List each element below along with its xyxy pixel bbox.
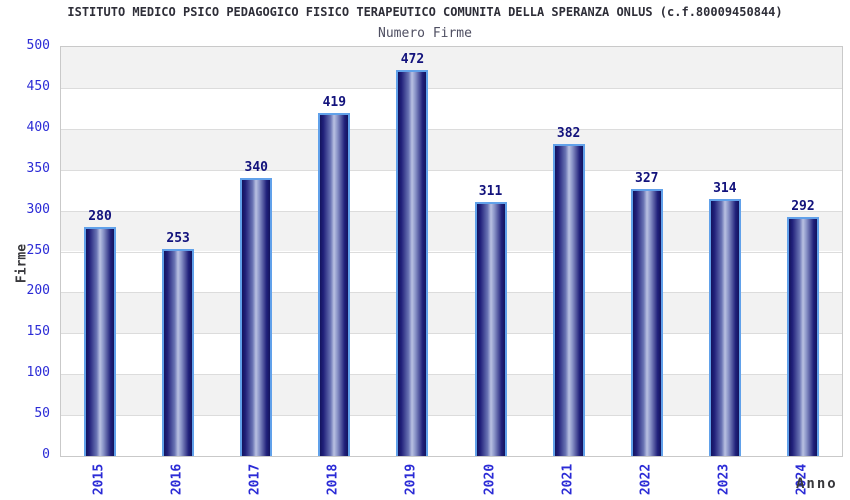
x-tick-label: 2022 — [638, 463, 654, 496]
grid-line — [61, 88, 842, 89]
y-tick-label: 400 — [26, 119, 50, 135]
bar — [162, 249, 195, 456]
y-tick-label: 450 — [26, 78, 50, 94]
grid-line — [61, 170, 842, 171]
bar — [708, 199, 741, 456]
x-tick-label: 2017 — [247, 463, 263, 496]
bar — [474, 201, 507, 456]
bar-value-label: 314 — [713, 181, 737, 197]
x-tick-label: 2023 — [716, 463, 732, 496]
grid-line — [61, 374, 842, 375]
bar — [786, 217, 819, 456]
bar-value-label: 382 — [556, 125, 581, 141]
grid-line — [61, 292, 842, 293]
grid-line — [61, 415, 842, 416]
bar-value-label: 280 — [88, 208, 112, 224]
y-tick-label: 100 — [26, 365, 50, 381]
grid-line — [61, 333, 842, 334]
bar — [396, 69, 429, 456]
x-tick-label: 2015 — [91, 463, 107, 496]
y-tick-label: 200 — [26, 283, 50, 299]
x-tick-label: 2018 — [325, 463, 341, 496]
chart-subtitle: Numero Firme — [378, 26, 472, 41]
bar-value-label: 253 — [166, 231, 190, 247]
bar-value-label: 292 — [791, 199, 815, 215]
y-tick-label: 250 — [26, 242, 50, 258]
plot-area: 280 253 340 419 472 311 382 327 314 292 — [60, 46, 843, 457]
y-tick-label: 50 — [34, 406, 50, 422]
x-tick-label: 2016 — [169, 463, 185, 496]
grid-line — [61, 129, 842, 130]
bar — [240, 177, 273, 456]
bar — [318, 113, 351, 456]
x-tick-label: 2019 — [403, 463, 419, 496]
y-tick-label: 0 — [42, 447, 50, 462]
bar — [84, 226, 117, 456]
x-axis-title: Anno — [796, 476, 838, 492]
bar — [630, 188, 663, 456]
x-tick-label: 2020 — [482, 463, 498, 496]
grid-band — [61, 128, 842, 170]
y-tick-label: 300 — [26, 201, 50, 217]
bar-value-label: 419 — [322, 95, 347, 111]
bar-value-label: 327 — [635, 170, 659, 186]
bar — [552, 143, 585, 456]
y-tick-label: 500 — [26, 38, 50, 53]
chart-title: ISTITUTO MEDICO PSICO PEDAGOGICO FISICO … — [67, 5, 783, 19]
grid-line — [61, 252, 842, 253]
bar-value-label: 311 — [478, 183, 503, 199]
bar-value-label: 340 — [244, 159, 268, 175]
y-tick-label: 350 — [26, 160, 50, 176]
bar-value-label: 472 — [400, 51, 425, 67]
grid-line — [61, 211, 842, 212]
x-tick-label: 2021 — [560, 463, 576, 496]
y-tick-label: 150 — [26, 324, 50, 340]
grid-band — [61, 47, 842, 88]
